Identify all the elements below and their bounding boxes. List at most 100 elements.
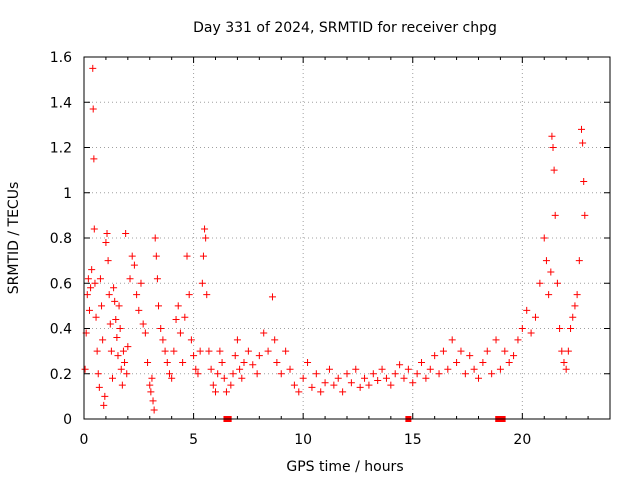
data-point (179, 358, 187, 366)
data-point (569, 313, 577, 321)
data-point (194, 370, 202, 378)
data-point (330, 381, 338, 389)
data-point (391, 370, 399, 378)
data-point (581, 211, 589, 219)
data-point (562, 365, 570, 373)
data-point (551, 211, 559, 219)
data-point (271, 336, 279, 344)
data-point (396, 361, 404, 369)
data-point (343, 370, 351, 378)
data-point (229, 370, 237, 378)
data-point (312, 370, 320, 378)
data-point (240, 358, 248, 366)
data-point (83, 291, 91, 299)
data-point (185, 291, 193, 299)
y-tick-label: 1.2 (50, 141, 72, 157)
data-point (114, 352, 122, 360)
data-point (426, 365, 434, 373)
data-point (369, 370, 377, 378)
data-point (88, 266, 96, 274)
data-point (575, 257, 583, 265)
data-point (148, 374, 156, 382)
data-point (249, 361, 257, 369)
data-point (152, 252, 160, 260)
data-point (212, 388, 219, 396)
data-point (205, 347, 213, 355)
data-point (113, 334, 121, 342)
axis-ticks: 0 0.2 0.4 0.6 0.8 1 1.2 1.4 1.6 0 5 10 15 20 (50, 50, 610, 448)
data-point (172, 315, 180, 323)
data-point (488, 370, 496, 378)
data-point (141, 329, 149, 337)
data-point (94, 370, 102, 378)
data-point (128, 252, 136, 260)
data-point (308, 383, 316, 391)
data-point (157, 325, 165, 332)
data-point (198, 279, 206, 287)
data-point (116, 325, 124, 332)
data-point (118, 381, 126, 389)
data-point (573, 291, 581, 299)
data-point (106, 320, 114, 328)
data-point (540, 234, 548, 242)
data-point (220, 374, 228, 382)
data-point (453, 358, 461, 366)
data-point (422, 374, 430, 382)
y-tick-label: 0.6 (50, 276, 72, 292)
data-point (209, 381, 217, 389)
data-point (187, 336, 195, 344)
data-point (233, 336, 241, 344)
data-point (556, 325, 564, 332)
data-point (159, 336, 167, 344)
data-point (542, 257, 550, 265)
data-point (290, 381, 298, 389)
data-point (202, 234, 210, 242)
data-point (317, 388, 325, 396)
data-point (264, 347, 272, 355)
data-point (102, 239, 110, 247)
data-point (479, 358, 487, 366)
data-point (387, 381, 395, 389)
y-tick-label: 1.6 (50, 50, 72, 66)
data-point (115, 302, 123, 310)
data-point (123, 370, 131, 378)
data-point (203, 291, 211, 299)
data-point (470, 365, 478, 373)
data-point (282, 347, 290, 355)
data-point (181, 313, 189, 321)
data-point (105, 291, 113, 299)
data-point (174, 302, 182, 310)
data-point (165, 370, 173, 378)
data-point (545, 291, 553, 299)
data-point (139, 320, 147, 328)
data-points (81, 64, 589, 422)
x-tick-label: 15 (404, 432, 422, 448)
data-point (409, 379, 417, 387)
data-point (95, 383, 103, 391)
data-point (578, 125, 586, 133)
data-point (87, 284, 95, 292)
data-point (137, 279, 145, 287)
x-tick-label: 10 (294, 432, 312, 448)
data-point (549, 144, 557, 151)
data-point (112, 315, 120, 323)
data-point (548, 132, 556, 140)
data-point (547, 268, 555, 276)
data-point (483, 347, 491, 355)
data-point (231, 352, 239, 360)
data-point (110, 284, 118, 292)
data-point (90, 155, 98, 163)
data-point (255, 352, 263, 360)
y-axis-label: SRMTID / TECUs (6, 182, 22, 295)
data-point (170, 347, 178, 355)
y-tick-label: 1 (63, 186, 72, 202)
data-point (400, 374, 408, 382)
data-point (126, 275, 134, 283)
data-point (214, 370, 222, 378)
data-point (236, 365, 244, 373)
data-point (168, 374, 176, 382)
x-tick-label: 20 (513, 432, 531, 448)
data-point (579, 139, 587, 147)
data-point (325, 365, 333, 373)
